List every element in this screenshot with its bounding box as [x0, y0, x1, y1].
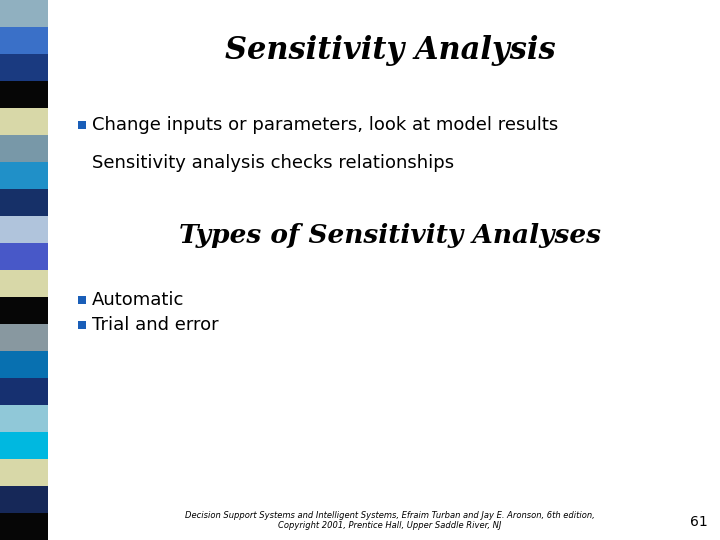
Bar — [0, 216, 48, 243]
Text: Types of Sensitivity Analyses: Types of Sensitivity Analyses — [179, 222, 601, 247]
Bar — [0, 0, 48, 27]
Bar — [0, 378, 48, 405]
Bar — [78, 121, 86, 129]
Text: Decision Support Systems and Intelligent Systems, Efraim Turban and Jay E. Arons: Decision Support Systems and Intelligent… — [185, 511, 595, 521]
Bar — [0, 81, 48, 108]
Bar — [0, 243, 48, 270]
Text: Sensitivity Analysis: Sensitivity Analysis — [225, 35, 555, 65]
Bar — [0, 135, 48, 162]
Bar — [0, 189, 48, 216]
Bar — [0, 270, 48, 297]
Bar — [78, 321, 86, 329]
Bar — [0, 54, 48, 81]
Bar — [0, 108, 48, 135]
Text: Change inputs or parameters, look at model results: Change inputs or parameters, look at mod… — [92, 116, 558, 134]
Bar — [0, 324, 48, 351]
Text: Automatic: Automatic — [92, 291, 184, 309]
Bar — [0, 351, 48, 378]
Text: Trial and error: Trial and error — [92, 316, 219, 334]
Bar — [0, 486, 48, 513]
Text: Copyright 2001, Prentice Hall, Upper Saddle River, NJ: Copyright 2001, Prentice Hall, Upper Sad… — [279, 522, 502, 530]
Text: 61: 61 — [690, 515, 708, 529]
Bar — [0, 405, 48, 432]
Bar — [0, 459, 48, 486]
Bar — [0, 432, 48, 459]
Text: Sensitivity analysis checks relationships: Sensitivity analysis checks relationship… — [92, 154, 454, 172]
Bar — [0, 297, 48, 324]
Bar — [78, 296, 86, 304]
Bar — [0, 513, 48, 540]
Bar — [0, 162, 48, 189]
Bar — [0, 27, 48, 54]
